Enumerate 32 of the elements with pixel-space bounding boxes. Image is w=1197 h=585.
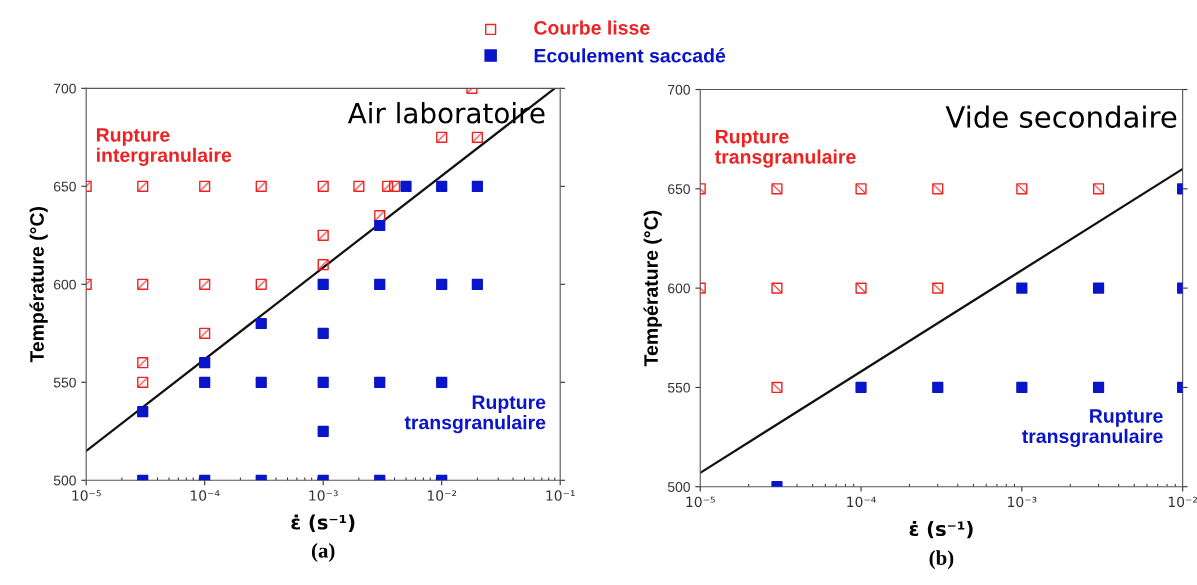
y-axis-title: Température (°C)	[29, 207, 48, 363]
legend-label: Ecoulement saccadé	[534, 48, 726, 63]
x-tick-label: 10⁻⁴	[847, 496, 876, 508]
y-tick-label: 500	[53, 475, 76, 486]
legend-label: Courbe lisse	[534, 20, 650, 35]
x-axis-title: ε̇ (s⁻¹)	[909, 521, 973, 539]
x-tick-label: 10⁻³	[1008, 496, 1037, 508]
text: (a)	[311, 543, 335, 562]
x-tick-label: 10⁻⁵	[72, 490, 101, 501]
x-axis-title: ε̇ (s⁻¹)	[291, 514, 355, 532]
annotation: Rupture transgranulaire	[404, 395, 546, 434]
text: (b)	[929, 550, 954, 570]
y-tick-label: 700	[668, 84, 690, 95]
y-tick-label: 500	[667, 482, 690, 492]
y-tick-label: 600	[668, 283, 690, 294]
x-tick-label: 10⁻³	[309, 490, 338, 501]
y-tick-label: 600	[54, 279, 76, 290]
annotation: Rupture transgranulaire	[1022, 409, 1163, 447]
y-tick-label: 650	[668, 184, 690, 194]
annotation: Vide secondaire	[945, 105, 1177, 128]
x-tick-label: 10⁻²	[427, 490, 457, 501]
x-tick-label: 10⁻⁴	[190, 490, 220, 501]
annotation: Rupture transgranulaire	[714, 129, 856, 168]
x-tick-label: 10⁻¹	[546, 490, 575, 501]
annotation: Rupture intergranulaire	[96, 128, 232, 166]
y-axis-title: Température (°C)	[643, 210, 662, 367]
y-tick-label: 550	[53, 377, 76, 388]
y-tick-label: 650	[54, 181, 76, 192]
y-tick-label: 700	[54, 83, 76, 94]
x-tick-label: 10⁻⁵	[686, 496, 715, 508]
y-tick-label: 550	[667, 382, 690, 393]
x-tick-label: 10⁻²	[1168, 496, 1197, 508]
